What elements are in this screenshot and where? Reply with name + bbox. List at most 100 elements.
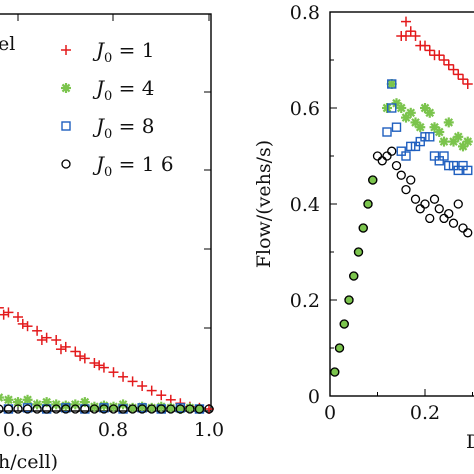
- right-panel: 0 0.2 0 0.2 0.4 0.6 0.8 Flow/(vehs/s) D: [253, 2, 474, 453]
- left-point-s0-16: [98, 362, 109, 373]
- legend-entry-j1: J0 = 1: [61, 38, 155, 66]
- left-point-s0-33: [55, 344, 66, 355]
- right-point-s2-8: [415, 136, 425, 147]
- left-point-s0-35: [94, 360, 105, 371]
- right-point-s4-5: [353, 247, 364, 257]
- right-point-s2-4: [396, 146, 406, 156]
- left-point-s0-8: [22, 321, 33, 332]
- left-point-s0-27: [204, 404, 214, 414]
- right-point-s4-4: [349, 271, 359, 281]
- right-point-s2-0: [382, 127, 392, 137]
- legend-marker-square-icon: [61, 121, 71, 131]
- right-point-s0-13: [453, 69, 464, 80]
- left-point-s3-21: [147, 404, 157, 414]
- left-point-s3-19: [127, 404, 138, 414]
- right-point-s1-5: [405, 107, 416, 118]
- right-point-s2-6: [406, 141, 416, 152]
- right-point-s0-9: [434, 50, 445, 61]
- left-point-s3-11: [51, 404, 61, 414]
- left-point-s1-6: [3, 394, 14, 405]
- right-point-s3-27: [458, 223, 468, 233]
- left-point-s1-5: [0, 392, 4, 403]
- left-xtick-2: 1.0: [194, 419, 224, 441]
- right-point-s0-11: [443, 59, 454, 70]
- right-point-s1-0: [382, 103, 392, 113]
- right-point-s3-13: [391, 160, 402, 171]
- right-point-s3-25: [448, 218, 459, 228]
- right-point-s3-19: [420, 199, 430, 209]
- right-point-s3-10: [377, 156, 387, 166]
- left-point-s3-18: [118, 404, 128, 414]
- right-point-s3-14: [396, 170, 406, 180]
- left-point-s3-13: [70, 404, 80, 414]
- left-point-s3-8: [22, 404, 33, 414]
- right-point-s2-14: [444, 160, 454, 171]
- legend-marker-star-icon: [61, 83, 71, 93]
- left-point-s0-10: [41, 332, 52, 343]
- right-xtick-1: 0.2: [410, 402, 440, 424]
- right-point-s0-6: [420, 40, 430, 51]
- right-point-s0-7: [424, 45, 435, 56]
- legend-label-j8: J0 = 8: [92, 114, 155, 142]
- right-point-s4-7: [363, 199, 373, 209]
- right-point-s3-9: [372, 151, 383, 161]
- left-point-s0-17: [108, 367, 119, 378]
- left-point-s3-7: [13, 404, 23, 414]
- right-ticks: [329, 11, 473, 397]
- left-point-s0-30: [0, 309, 9, 320]
- right-ytick-0: 0: [308, 386, 320, 408]
- left-point-s3-23: [166, 404, 176, 414]
- legend-marker-circle-icon: [61, 159, 71, 169]
- left-point-s0-19: [127, 376, 138, 387]
- left-corner-text: el: [0, 33, 15, 55]
- left-point-s3-9: [32, 404, 42, 414]
- right-point-s3-26: [453, 199, 463, 209]
- right-point-s1-11: [434, 127, 445, 137]
- legend-entry-j4: J0 = 4: [61, 76, 155, 104]
- right-point-s0-1: [405, 26, 416, 37]
- right-point-s2-2: [387, 79, 397, 89]
- right-point-s2-17: [458, 160, 468, 171]
- right-xtick-0: 0: [324, 402, 336, 424]
- legend-entry-j8: J0 = 8: [61, 114, 155, 142]
- left-point-s3-22: [156, 404, 166, 414]
- left-point-s0-13: [70, 346, 81, 357]
- right-point-s3-28: [463, 228, 473, 238]
- right-point-s3-17: [410, 194, 421, 204]
- right-point-s3-16: [406, 175, 416, 185]
- left-point-s3-27: [204, 404, 214, 414]
- right-point-s1-15: [453, 131, 464, 142]
- legend-label-j16: J0 = 1 6: [92, 152, 174, 180]
- legend-marker-star-icon-1: [61, 83, 71, 93]
- left-panel: 0.6 0.8 1.0 h/cell) el J0 = 1 J0 = 4 J0 …: [0, 13, 224, 473]
- left-point-s0-6: [3, 307, 14, 318]
- right-ytick-4: 0.8: [290, 2, 320, 24]
- right-point-s1-17: [462, 136, 473, 147]
- right-point-s2-13: [439, 151, 449, 161]
- right-point-s3-21: [429, 194, 440, 204]
- legend-marker-plus-icon: [61, 45, 71, 55]
- left-point-s3-16: [99, 404, 109, 414]
- left-point-s0-21: [146, 385, 157, 396]
- right-point-s0-4: [410, 31, 421, 41]
- left-point-s0-34: [75, 351, 86, 362]
- right-point-s2-15: [448, 160, 459, 171]
- right-point-s2-11: [429, 151, 440, 161]
- left-point-s0-7: [13, 312, 23, 322]
- legend-marker-plus-icon-0: [61, 45, 71, 55]
- right-point-s3-11: [382, 151, 392, 161]
- left-point-s3-14: [80, 404, 90, 414]
- right-point-s3-18: [415, 204, 425, 214]
- left-point-s3-25: [185, 404, 195, 414]
- left-plot-frame: [0, 13, 212, 412]
- left-point-s0-31: [17, 318, 28, 329]
- left-point-s3-10: [42, 404, 52, 414]
- right-point-s4-8: [368, 175, 378, 185]
- right-point-s2-12: [434, 156, 444, 166]
- legend-marker-circle-icon-3: [61, 159, 71, 169]
- right-point-s4-2: [339, 319, 349, 329]
- left-point-s3-15: [89, 404, 100, 414]
- left-point-s0-9: [32, 325, 43, 336]
- left-xtick-0: 0.6: [3, 419, 33, 441]
- left-point-s3-20: [137, 404, 147, 414]
